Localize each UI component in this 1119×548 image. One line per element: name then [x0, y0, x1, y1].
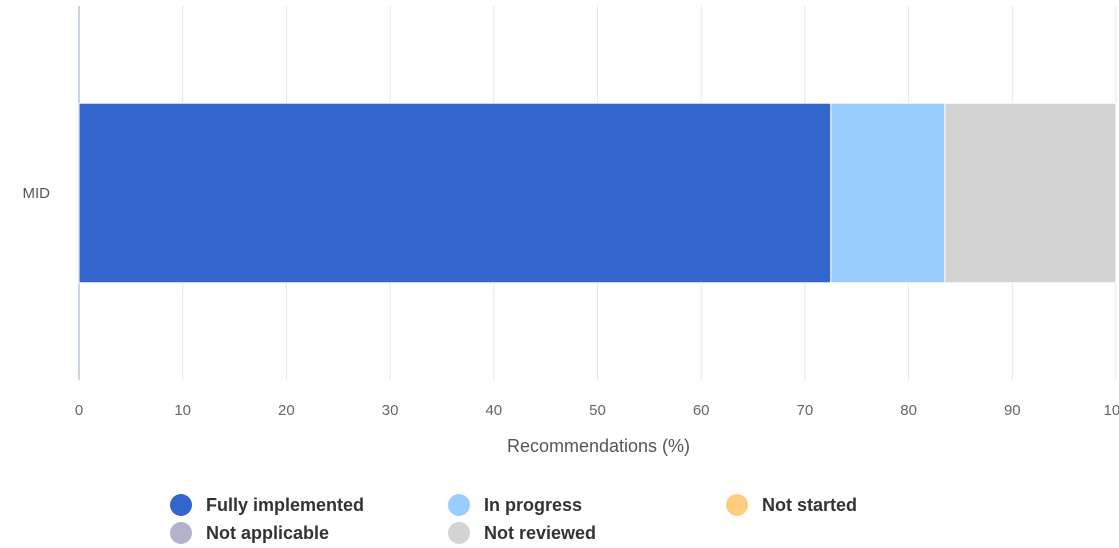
y-axis-categories: MID: [23, 185, 51, 202]
x-tick-label: 70: [797, 402, 814, 419]
legend-swatch: [726, 494, 748, 516]
legend-item-not-started[interactable]: Not started: [726, 492, 857, 518]
legend-label: Fully implemented: [206, 494, 365, 515]
legend-swatch: [448, 522, 470, 544]
legend-item-not-applicable[interactable]: Not applicable: [170, 520, 329, 546]
x-tick-label: 90: [1004, 402, 1021, 419]
legend-label: Not reviewed: [484, 522, 597, 543]
x-axis-ticks: 0 10 20 30 40 50 60 70 80 90 100: [75, 402, 1119, 419]
x-tick-label: 20: [278, 402, 295, 419]
x-tick-label: 60: [693, 402, 710, 419]
legend-item-in-progress[interactable]: In progress: [448, 492, 582, 518]
legend-swatch: [448, 494, 470, 516]
x-axis-title: Recommendations (%): [507, 436, 690, 456]
bar-segment-fully-implemented[interactable]: [78, 102, 832, 284]
legend-label: Not applicable: [206, 522, 330, 543]
x-tick-label: 40: [485, 402, 502, 419]
x-tick-label: 0: [75, 402, 83, 419]
category-label: MID: [23, 185, 51, 202]
x-tick-label: 50: [589, 402, 606, 419]
bar-segment-in-progress[interactable]: [830, 102, 946, 284]
x-tick-label: 30: [382, 402, 399, 419]
legend-item-not-reviewed[interactable]: Not reviewed: [448, 520, 596, 546]
legend-label: In progress: [484, 494, 583, 515]
legend-item-fully-implemented[interactable]: Fully implemented: [170, 492, 364, 518]
bar-segments: [78, 102, 1117, 284]
legend-label: Not started: [762, 494, 858, 515]
x-tick-label: 10: [174, 402, 191, 419]
x-tick-label: 80: [900, 402, 917, 419]
legend-swatch: [170, 522, 192, 544]
x-tick-label: 100: [1103, 402, 1119, 419]
bar-segment-not-reviewed[interactable]: [944, 102, 1117, 284]
legend-swatch: [170, 494, 192, 516]
legend: Fully implemented In progress Not started N…: [170, 490, 930, 546]
